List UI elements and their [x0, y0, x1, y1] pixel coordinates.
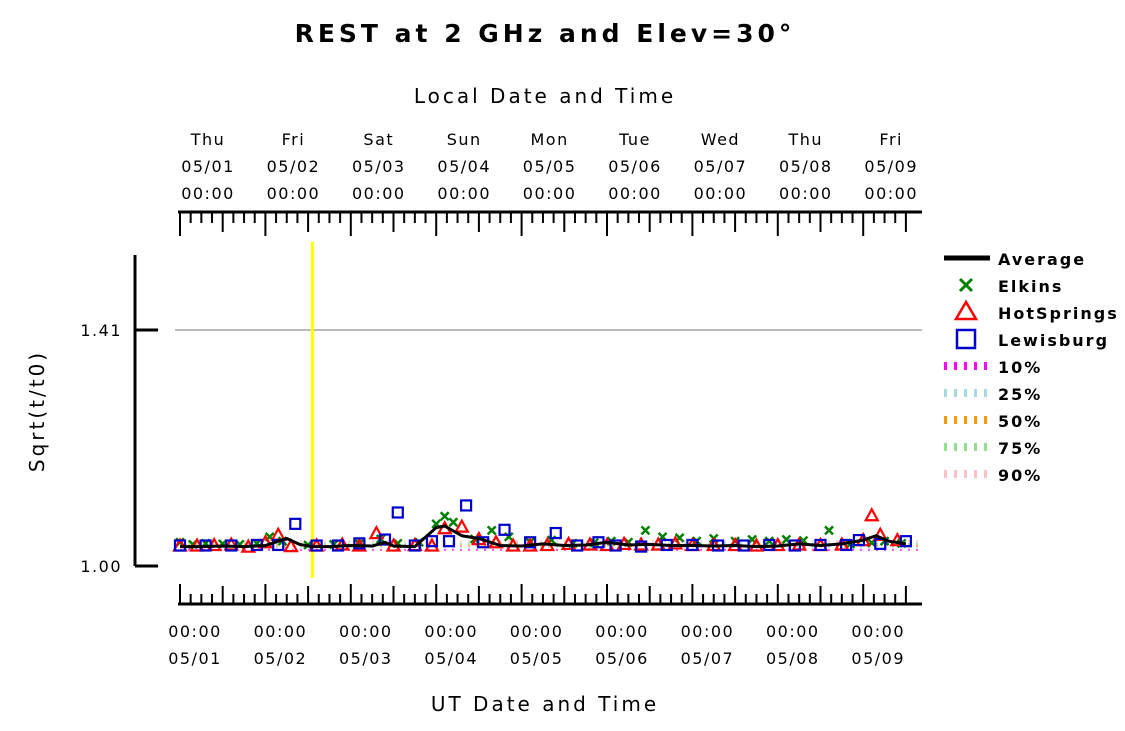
- bottom-tick-time-label: 00:00: [254, 622, 308, 641]
- top-tick-date-label: 05/02: [267, 157, 321, 176]
- top-tick-date-label: 05/03: [352, 157, 406, 176]
- bottom-tick-time-label: 00:00: [339, 622, 393, 641]
- lewisburg-point: [498, 523, 511, 536]
- lewisburg-point: [353, 537, 366, 550]
- legend-label: 25%: [998, 385, 1042, 404]
- lewisburg-point: [425, 535, 439, 548]
- top-tick-date-label: 05/06: [608, 157, 662, 176]
- legend-label: 10%: [998, 358, 1042, 377]
- top-tick-time-label: 00:00: [864, 184, 918, 203]
- legend-label: 50%: [998, 412, 1042, 431]
- lewisburg-point: [524, 536, 537, 549]
- bottom-tick-time-label: 00:00: [851, 622, 905, 641]
- top-tick-time-label: 00:00: [352, 184, 406, 203]
- bottom-tick-date-label: 05/07: [681, 649, 735, 668]
- lewisburg-point: [289, 517, 302, 530]
- top-tick-time-label: 00:00: [779, 184, 833, 203]
- top-tick-labels: Thu 05/01 00:00 Fri 05/02 00:00 Sat 05/03 00:00 S…: [181, 130, 918, 203]
- top-ticks: [179, 212, 907, 236]
- top-tick-time-label: 00:00: [181, 184, 235, 203]
- top-tick-time-label: 00:00: [694, 184, 748, 203]
- elkins-point: [824, 525, 834, 536]
- lewisburg-point: [391, 506, 404, 519]
- hotsprings-point: [863, 506, 880, 522]
- legend-label: 75%: [998, 439, 1042, 458]
- elkins-point: [448, 517, 459, 528]
- top-tick-day-label: Fri: [282, 130, 306, 149]
- bottom-tick-date-label: 05/08: [766, 649, 820, 668]
- hotsprings-point: [368, 524, 385, 540]
- y-axis-label: Sqrt(t/t0): [25, 350, 49, 472]
- bottom-tick-date-label: 05/05: [510, 649, 564, 668]
- bottom-tick-date-label: 05/03: [339, 649, 393, 668]
- hotsprings-point: [453, 518, 470, 533]
- top-tick-day-label: Fri: [879, 130, 903, 149]
- top-tick-time-label: 00:00: [608, 184, 662, 203]
- lewisburg-point: [459, 499, 473, 512]
- top-tick-day-label: Sat: [363, 130, 394, 149]
- legend-elkins-swatch: [958, 277, 974, 293]
- elkins-point: [486, 525, 497, 536]
- bottom-tick-time-label: 00:00: [424, 622, 478, 641]
- series-average: [180, 524, 907, 549]
- bottom-ticks: [179, 584, 907, 604]
- top-tick-date-label: 05/04: [437, 157, 491, 176]
- legend-label: HotSprings: [998, 304, 1119, 323]
- bottom-tick-labels: 00:00 05/01 00:00 05/02 00:00 05/03 00:00 05/04…: [168, 622, 905, 668]
- top-tick-time-label: 00:00: [267, 184, 321, 203]
- top-tick-day-label: Sun: [447, 130, 482, 149]
- top-axis-label: Local Date and Time: [414, 84, 676, 108]
- top-tick-day-label: Mon: [530, 130, 568, 149]
- top-tick-day-label: Thu: [190, 130, 226, 149]
- top-tick-day-label: Wed: [701, 130, 740, 149]
- lewisburg-point: [378, 533, 392, 546]
- bottom-tick-time-label: 00:00: [510, 622, 564, 641]
- legend-label: Average: [998, 250, 1086, 269]
- bottom-tick-time-label: 00:00: [595, 622, 649, 641]
- top-tick-date-label: 05/09: [864, 157, 918, 176]
- chart-title: REST at 2 GHz and Elev=30°: [295, 19, 796, 48]
- top-tick-date-label: 05/08: [779, 157, 833, 176]
- lewisburg-point: [899, 535, 913, 548]
- bottom-tick-time-label: 00:00: [766, 622, 820, 641]
- y-ticks: 1.00 1.41: [80, 321, 158, 576]
- bottom-tick-time-label: 00:00: [168, 622, 222, 641]
- hotsprings-point: [283, 537, 299, 553]
- legend-lewisburg-swatch: [955, 328, 977, 350]
- bottom-tick-time-label: 00:00: [681, 622, 735, 641]
- bottom-tick-date-label: 05/09: [851, 649, 905, 668]
- elkins-point: [640, 525, 651, 536]
- bottom-tick-date-label: 05/04: [424, 649, 478, 668]
- top-tick-time-label: 00:00: [437, 184, 491, 203]
- elkins-point: [439, 511, 450, 522]
- lewisburg-point: [609, 539, 622, 552]
- bottom-tick-date-label: 05/02: [254, 649, 308, 668]
- legend-hotsprings-swatch: [953, 299, 979, 321]
- legend-label: 90%: [998, 466, 1042, 485]
- legend-label: Elkins: [998, 277, 1063, 296]
- y-tick-label: 1.00: [80, 557, 122, 576]
- lewisburg-point: [635, 540, 648, 553]
- top-tick-time-label: 00:00: [523, 184, 577, 203]
- legend: Average Elkins HotSprings Lewisburg 10% 25% 50…: [944, 250, 1119, 485]
- y-tick-label: 1.41: [80, 321, 122, 340]
- top-tick-day-label: Tue: [618, 130, 651, 149]
- bottom-axis-label: UT Date and Time: [431, 692, 659, 716]
- lewisburg-point: [549, 526, 562, 540]
- top-tick-date-label: 05/05: [523, 157, 577, 176]
- top-tick-date-label: 05/07: [694, 157, 748, 176]
- bottom-tick-date-label: 05/01: [168, 649, 222, 668]
- bottom-tick-date-label: 05/06: [595, 649, 649, 668]
- elkins-point: [764, 536, 775, 547]
- average-line: [180, 524, 907, 549]
- legend-label: Lewisburg: [998, 331, 1109, 350]
- lewisburg-point: [442, 535, 456, 548]
- top-tick-date-label: 05/01: [181, 157, 235, 176]
- reference-lines: [175, 242, 922, 578]
- top-tick-day-label: Thu: [788, 130, 824, 149]
